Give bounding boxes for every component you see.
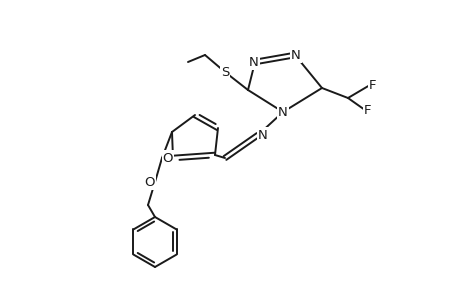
Text: N: N (249, 56, 258, 68)
Text: O: O (145, 176, 155, 188)
Text: N: N (257, 128, 267, 142)
Text: F: F (364, 103, 371, 116)
Text: N: N (278, 106, 287, 118)
Text: F: F (369, 79, 376, 92)
Text: O: O (162, 152, 173, 164)
Text: N: N (291, 49, 300, 62)
Text: S: S (220, 65, 229, 79)
